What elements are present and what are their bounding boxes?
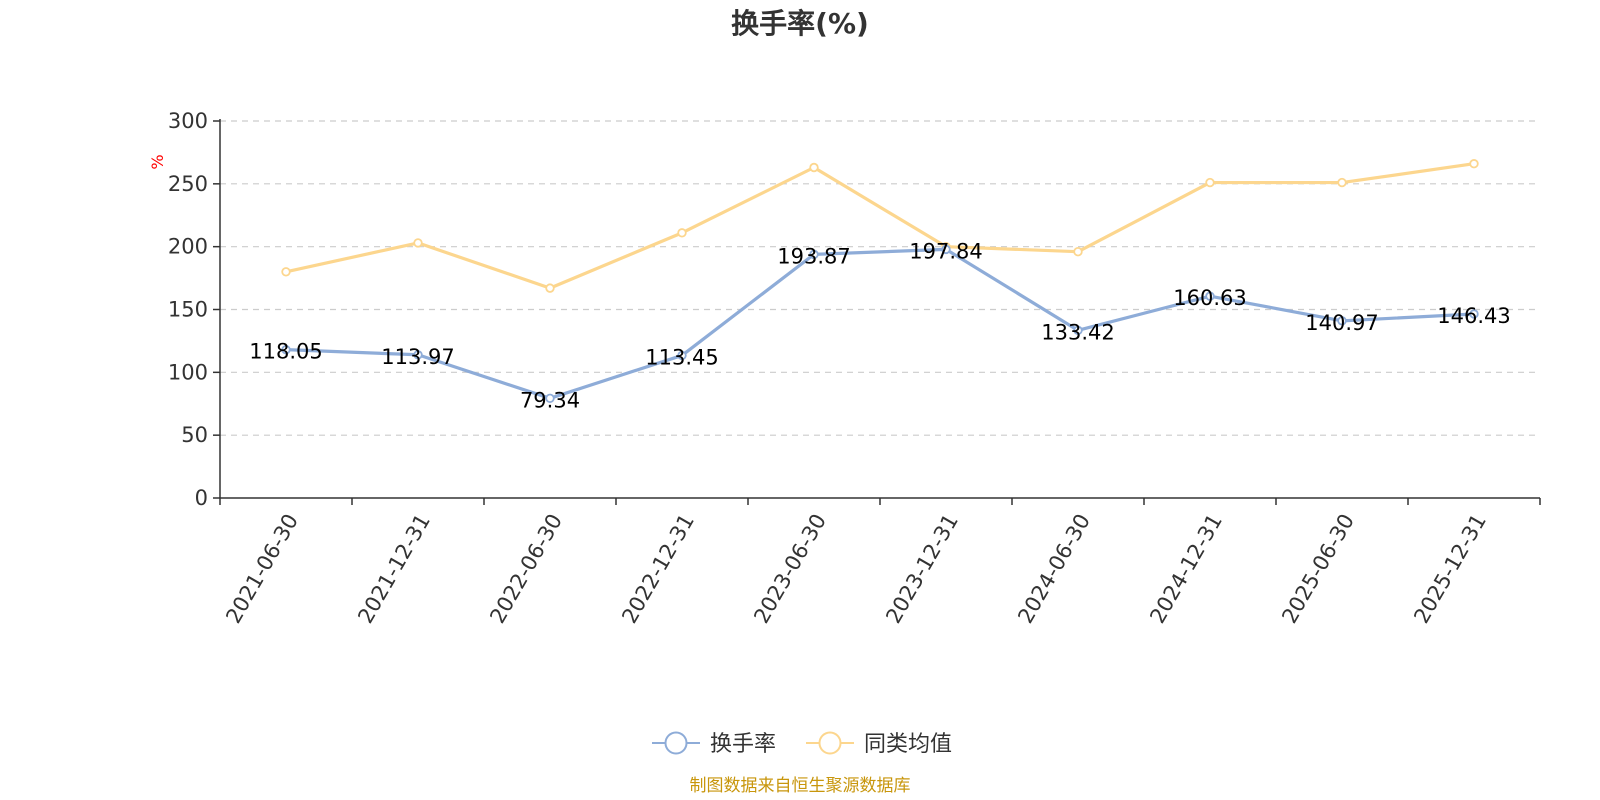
y-tick-label: 50 xyxy=(181,423,208,447)
y-tick-label: 150 xyxy=(168,298,208,322)
legend-item[interactable]: 同类均值 xyxy=(806,731,952,757)
data-label: 193.87 xyxy=(777,244,850,268)
y-tick-label: 100 xyxy=(168,360,208,384)
data-point[interactable] xyxy=(809,162,819,173)
x-tick-label: 2022-06-30 xyxy=(485,510,567,628)
y-tick-label: 0 xyxy=(195,486,208,510)
data-label: 197.84 xyxy=(909,239,982,263)
data-point[interactable] xyxy=(413,238,423,248)
x-tick-label: 2025-12-31 xyxy=(1409,510,1491,628)
data-label: 146.43 xyxy=(1437,304,1510,328)
y-axis-unit: % xyxy=(148,154,167,169)
data-point[interactable] xyxy=(941,244,951,255)
data-point[interactable] xyxy=(809,249,819,260)
grid-lines xyxy=(220,120,1540,436)
y-tick-label: 200 xyxy=(168,235,208,259)
data-label: 133.42 xyxy=(1041,320,1114,344)
legend-circle-icon xyxy=(818,731,842,755)
data-point[interactable] xyxy=(281,344,291,355)
data-label: 113.97 xyxy=(381,345,454,369)
x-tick-label: 2022-12-31 xyxy=(617,510,699,628)
data-point[interactable] xyxy=(413,350,423,360)
data-point[interactable] xyxy=(677,350,687,361)
data-label: 140.97 xyxy=(1305,311,1378,335)
data-label: 118.05 xyxy=(249,340,322,364)
x-tick-label: 2021-12-31 xyxy=(353,510,435,628)
data-point[interactable] xyxy=(1073,325,1083,336)
legend-item[interactable]: 换手率 xyxy=(652,731,776,757)
data-labels: 118.05 113.97 79.34 113.45 193.87 197.84 133.4… xyxy=(249,239,1510,412)
series-line xyxy=(285,247,1475,400)
data-point[interactable] xyxy=(1337,177,1347,188)
data-point[interactable] xyxy=(545,393,555,403)
data-point[interactable] xyxy=(1469,159,1479,169)
legend-label: 换手率 xyxy=(710,732,776,757)
x-tick-label: 2024-12-31 xyxy=(1145,510,1227,628)
data-point[interactable] xyxy=(677,228,687,238)
x-tick-label: 2024-06-30 xyxy=(1013,510,1095,628)
chart-title: 换手率(%) xyxy=(731,7,869,40)
x-tick-label: 2025-06-30 xyxy=(1277,510,1359,628)
legend-label: 同类均值 xyxy=(864,732,952,757)
x-tick-label: 2023-12-31 xyxy=(881,510,963,628)
data-label: 79.34 xyxy=(520,388,580,412)
legend-circle-icon xyxy=(664,731,688,755)
x-tick-label: 2021-06-30 xyxy=(221,510,303,628)
y-tick-label: 300 xyxy=(168,109,208,133)
y-tick-label: 250 xyxy=(168,172,208,196)
data-point[interactable] xyxy=(1469,309,1479,319)
legend[interactable]: 换手率 同类均值 xyxy=(652,731,952,757)
data-point[interactable] xyxy=(1073,246,1083,257)
series-line xyxy=(285,162,1475,290)
data-point[interactable] xyxy=(1205,291,1215,301)
source-note: 制图数据来自恒生聚源数据库 xyxy=(690,776,911,796)
data-label: 160.63 xyxy=(1173,286,1246,310)
axes: 0 50 100 150 200 250 300 2021-06-30 2021-12-31 20… xyxy=(168,109,1541,628)
data-label: 113.45 xyxy=(645,345,718,369)
data-point[interactable] xyxy=(281,267,291,277)
data-point[interactable] xyxy=(1337,316,1347,326)
x-tick-label: 2023-06-30 xyxy=(749,510,831,628)
series-lines xyxy=(281,159,1479,403)
data-point[interactable] xyxy=(545,283,555,293)
data-point[interactable] xyxy=(1205,177,1215,188)
